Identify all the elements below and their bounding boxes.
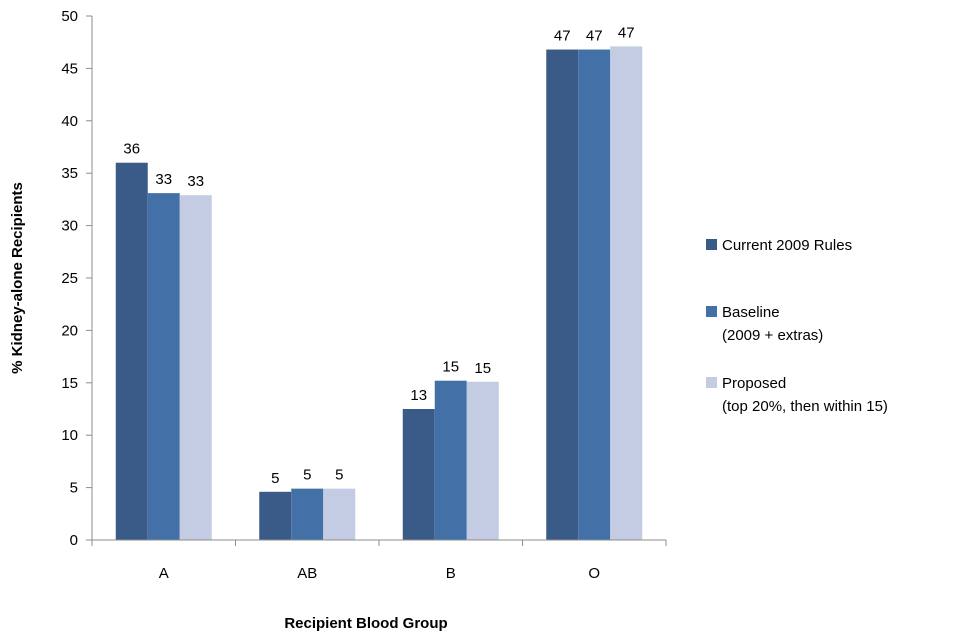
x-tick-label: AB [297, 565, 317, 582]
bar [402, 409, 435, 540]
bar [466, 381, 499, 540]
y-tick-label: 50 [61, 8, 78, 25]
x-axis-ticks: A AB B O [91, 540, 667, 582]
x-axis-title: Recipient Blood Group [284, 615, 447, 632]
data-label: 33 [155, 171, 172, 188]
bar [610, 46, 643, 540]
data-label: 47 [618, 24, 635, 41]
data-label: 47 [586, 28, 603, 45]
y-tick-label: 15 [61, 375, 78, 392]
x-tick-label: B [446, 565, 456, 582]
y-tick-label: 10 [61, 427, 78, 444]
data-label: 36 [123, 141, 140, 158]
y-tick-label: 45 [61, 60, 78, 77]
legend-label: Current 2009 Rules [722, 237, 852, 254]
bar [434, 380, 467, 540]
y-tick-label: 40 [61, 113, 78, 130]
y-tick-label: 20 [61, 322, 78, 339]
y-axis-ticks: 0 5 10 15 20 25 30 35 40 45 50 [61, 8, 92, 549]
data-label: 15 [442, 359, 459, 376]
data-label: 5 [303, 467, 311, 484]
legend-label-line2: (top 20%, then within 15) [722, 398, 888, 415]
y-axis-title: % Kidney-alone Recipients [9, 182, 26, 374]
bar [578, 49, 611, 540]
bars [115, 46, 643, 540]
x-tick-label: A [159, 565, 169, 582]
data-labels: 36 33 33 5 5 5 13 15 15 47 47 47 [123, 24, 634, 486]
legend: Current 2009 Rules Baseline (2009 + extras… [706, 237, 888, 415]
y-tick-label: 30 [61, 218, 78, 235]
data-label: 5 [335, 467, 343, 484]
data-label: 47 [554, 28, 571, 45]
y-tick-label: 5 [70, 480, 78, 497]
legend-label-line2: (2009 + extras) [722, 327, 823, 344]
legend-label: Baseline [722, 304, 780, 321]
data-label: 33 [187, 173, 204, 190]
bar [323, 488, 356, 540]
legend-swatch [706, 239, 717, 250]
legend-label: Proposed [722, 375, 786, 392]
bar [546, 49, 579, 540]
data-label: 13 [410, 387, 427, 404]
y-tick-label: 35 [61, 165, 78, 182]
bar [115, 162, 148, 540]
bar [147, 193, 180, 540]
bar [291, 488, 324, 540]
bar [259, 491, 292, 540]
bar [179, 195, 212, 540]
legend-swatch [706, 306, 717, 317]
y-tick-label: 0 [70, 532, 78, 549]
data-label: 5 [271, 470, 279, 487]
data-label: 15 [474, 360, 491, 377]
legend-swatch [706, 377, 717, 388]
y-tick-label: 25 [61, 270, 78, 287]
x-tick-label: O [588, 565, 600, 582]
